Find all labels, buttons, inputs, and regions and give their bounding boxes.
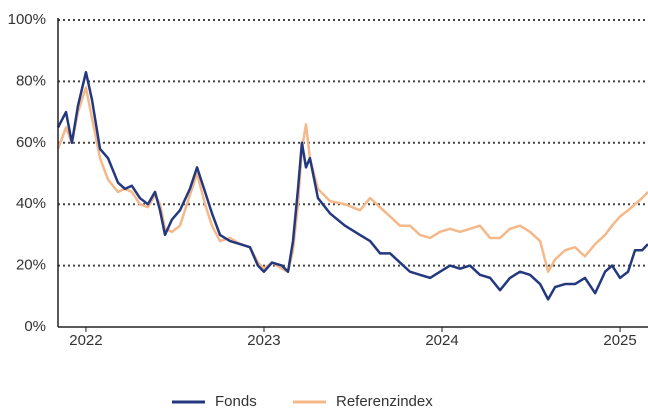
x-tick-label: 2024 (425, 332, 458, 349)
y-tick-label: 0% (24, 318, 46, 335)
x-tick-label: 2025 (603, 332, 636, 349)
y-tick-label: 60% (16, 134, 46, 151)
x-tick-label: 2022 (69, 332, 102, 349)
x-tick-label: 2023 (247, 332, 280, 349)
legend-label: Fonds (215, 393, 257, 410)
y-tick-label: 100% (8, 11, 46, 28)
y-tick-label: 20% (16, 257, 46, 274)
series-line (56, 70, 648, 301)
y-tick-label: 40% (16, 195, 46, 212)
y-tick-label: 80% (16, 72, 46, 89)
legend-label: Referenzindex (336, 393, 433, 410)
series-line (56, 86, 648, 273)
